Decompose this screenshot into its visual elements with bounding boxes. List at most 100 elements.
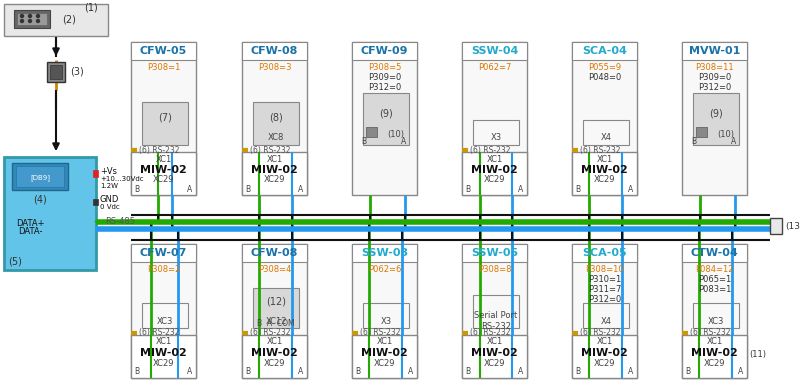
Text: (11): (11) — [749, 351, 766, 359]
Bar — [682, 42, 747, 60]
Bar — [693, 93, 739, 145]
Bar — [131, 42, 196, 195]
Text: MIW-02: MIW-02 — [251, 165, 298, 175]
Text: P062=6: P062=6 — [368, 265, 401, 275]
Bar — [583, 303, 629, 328]
Bar — [693, 303, 739, 328]
Text: P308=4: P308=4 — [258, 265, 291, 275]
Bar — [131, 244, 196, 262]
Bar — [473, 295, 519, 328]
Text: DATA-: DATA- — [18, 227, 42, 237]
Text: RS-485: RS-485 — [105, 217, 135, 227]
Text: A: A — [298, 184, 304, 194]
Text: MIW-02: MIW-02 — [691, 348, 738, 358]
Text: P055=9: P055=9 — [588, 63, 621, 73]
Bar — [93, 199, 98, 205]
Bar — [462, 244, 527, 262]
Text: DATA+: DATA+ — [16, 220, 44, 228]
Text: P083=1: P083=1 — [698, 285, 731, 295]
Text: XC29: XC29 — [264, 359, 286, 367]
Bar — [682, 244, 747, 262]
Circle shape — [29, 15, 31, 18]
Text: XC8: XC8 — [268, 134, 284, 142]
Text: P308=8: P308=8 — [478, 265, 511, 275]
Text: XC29: XC29 — [484, 359, 506, 367]
Text: XC12: XC12 — [266, 316, 286, 326]
Text: B: B — [134, 184, 139, 194]
Text: B: B — [575, 184, 581, 194]
Text: A: A — [628, 184, 634, 194]
Text: (6) RS-232: (6) RS-232 — [470, 328, 510, 338]
Text: A: A — [628, 367, 634, 376]
Bar — [16, 166, 64, 187]
Text: XC29: XC29 — [594, 359, 615, 367]
Text: XC1: XC1 — [266, 338, 282, 346]
Text: (6) RS-232: (6) RS-232 — [690, 328, 730, 338]
Text: CFW-08: CFW-08 — [251, 46, 298, 56]
Text: (6) RS-232: (6) RS-232 — [250, 146, 290, 154]
Bar — [242, 152, 307, 195]
Bar — [572, 152, 637, 195]
Text: XC29: XC29 — [704, 359, 726, 367]
Text: MIW-02: MIW-02 — [140, 165, 187, 175]
Bar — [572, 335, 637, 378]
Text: A: A — [298, 367, 304, 376]
Text: (10): (10) — [387, 131, 404, 139]
Text: CFW-05: CFW-05 — [140, 46, 187, 56]
Text: CTW-04: CTW-04 — [690, 248, 738, 258]
Text: A: A — [401, 136, 406, 146]
Text: XC3: XC3 — [708, 316, 724, 326]
Circle shape — [21, 20, 23, 23]
Bar — [14, 10, 50, 28]
Text: XC1: XC1 — [155, 154, 172, 164]
Text: B: B — [361, 136, 366, 146]
Text: P311=7: P311=7 — [588, 285, 621, 295]
Text: SSW-05: SSW-05 — [471, 248, 518, 258]
Bar — [242, 335, 307, 378]
Text: XC1: XC1 — [266, 154, 282, 164]
Bar — [572, 42, 637, 60]
Text: P308=11: P308=11 — [695, 63, 734, 73]
Text: (6) RS-232: (6) RS-232 — [139, 328, 179, 338]
Text: 1.2W: 1.2W — [100, 183, 118, 189]
Text: XC1: XC1 — [706, 338, 722, 346]
Text: P308=3: P308=3 — [258, 63, 291, 73]
Text: XC1: XC1 — [486, 154, 502, 164]
Bar — [242, 244, 307, 378]
Text: (7): (7) — [158, 113, 172, 122]
Bar — [682, 42, 747, 195]
Text: P065=1: P065=1 — [698, 275, 731, 285]
Text: B: B — [246, 367, 250, 376]
Text: +Vs: +Vs — [100, 167, 117, 175]
Bar — [682, 335, 747, 378]
Bar — [462, 42, 527, 60]
Text: XC29: XC29 — [264, 175, 286, 184]
Text: XC1: XC1 — [376, 338, 393, 346]
Text: P062=7: P062=7 — [478, 63, 511, 73]
Text: XC1: XC1 — [596, 154, 613, 164]
Text: 0 Vdc: 0 Vdc — [100, 204, 120, 210]
Circle shape — [29, 20, 31, 23]
Text: MIW-02: MIW-02 — [251, 348, 298, 358]
Text: P309=0: P309=0 — [698, 73, 731, 83]
Text: P308=2: P308=2 — [147, 265, 180, 275]
Text: B: B — [466, 367, 470, 376]
Bar — [363, 93, 409, 145]
Text: MIW-02: MIW-02 — [581, 348, 628, 358]
Bar — [770, 218, 782, 234]
Bar — [572, 244, 637, 378]
Text: MIW-02: MIW-02 — [140, 348, 187, 358]
Text: SSW-03: SSW-03 — [361, 248, 408, 258]
Text: X4: X4 — [601, 316, 611, 326]
Text: (13): (13) — [785, 222, 800, 230]
Text: CFW-08: CFW-08 — [251, 248, 298, 258]
Bar — [352, 244, 417, 378]
Text: (6) RS-232: (6) RS-232 — [139, 146, 179, 154]
Text: A: A — [518, 367, 524, 376]
Text: +10...30Vdc: +10...30Vdc — [100, 176, 144, 182]
Bar — [473, 120, 519, 145]
Bar — [253, 288, 299, 328]
Text: (9): (9) — [379, 108, 393, 118]
Text: (4): (4) — [33, 195, 47, 205]
Bar — [366, 127, 377, 137]
